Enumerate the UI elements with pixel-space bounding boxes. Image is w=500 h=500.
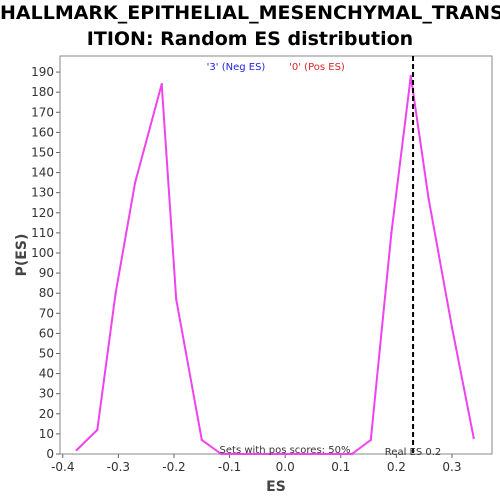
- x-tick-label: -0.1: [218, 460, 241, 474]
- y-tick-label: 60: [39, 326, 54, 340]
- y-tick-label: 20: [39, 407, 54, 421]
- data-point: [390, 231, 393, 235]
- y-tick-label: 110: [31, 226, 54, 240]
- y-tick-label: 70: [39, 306, 54, 320]
- y-tick-label: 100: [31, 246, 54, 260]
- data-point: [200, 438, 203, 442]
- x-tick-label: 0.1: [331, 460, 350, 474]
- y-tick-label: 30: [39, 387, 54, 401]
- y-tick-label: 180: [31, 85, 54, 99]
- data-point: [283, 452, 287, 456]
- x-tick-label: -0.4: [51, 460, 74, 474]
- y-tick-label: 40: [39, 367, 54, 381]
- data-point: [427, 197, 430, 200]
- chart-title: HALLMARK_EPITHELIAL_MESENCHYMAL_TRANS IT…: [0, 0, 500, 52]
- data-point: [160, 82, 163, 86]
- x-tick-label: 0.3: [442, 460, 461, 474]
- y-tick-label: 90: [39, 266, 54, 280]
- chart-title-line-1: HALLMARK_EPITHELIAL_MESENCHYMAL_TRANS: [0, 2, 500, 24]
- y-tick-label: 160: [31, 125, 54, 139]
- data-point: [472, 436, 475, 440]
- x-tick-label: -0.3: [107, 460, 130, 474]
- x-tick-label: 0.0: [276, 460, 295, 474]
- y-tick-label: 140: [31, 166, 54, 180]
- y-tick-label: 170: [31, 105, 54, 119]
- data-point: [450, 326, 454, 329]
- data-point: [75, 448, 78, 452]
- y-axis-title: P(ES): [14, 234, 30, 277]
- y-tick-label: 80: [39, 286, 54, 300]
- data-point: [350, 452, 354, 456]
- x-tick-label: -0.2: [162, 460, 185, 474]
- x-tick-label: 0.2: [387, 460, 406, 474]
- y-tick-label: 0: [46, 447, 54, 461]
- y-tick-label: 120: [31, 206, 54, 220]
- data-point: [96, 428, 99, 432]
- y-tick-label: 10: [39, 427, 54, 441]
- y-tick-label: 150: [31, 145, 54, 159]
- data-point: [114, 291, 117, 295]
- real-es-label: Real ES 0.2: [385, 447, 441, 458]
- legend-neg-es: '3' (Neg ES): [207, 62, 266, 73]
- legend-pos-es: '0' (Pos ES): [289, 62, 345, 73]
- data-point: [175, 298, 178, 301]
- x-axis-title: ES: [266, 479, 286, 495]
- data-point: [133, 181, 137, 184]
- plot-area: [59, 55, 493, 455]
- data-point: [369, 438, 372, 442]
- data-point: [409, 74, 413, 78]
- pos-scores-annotation: Sets with pos scores: 50%: [220, 445, 351, 456]
- data-point: [220, 452, 223, 456]
- chart-title-line-2: ITION: Random ES distribution: [86, 28, 414, 50]
- series-line: [76, 75, 475, 455]
- y-tick-label: 190: [31, 65, 54, 79]
- y-tick-label: 130: [31, 186, 54, 200]
- y-tick-label: 50: [39, 346, 54, 360]
